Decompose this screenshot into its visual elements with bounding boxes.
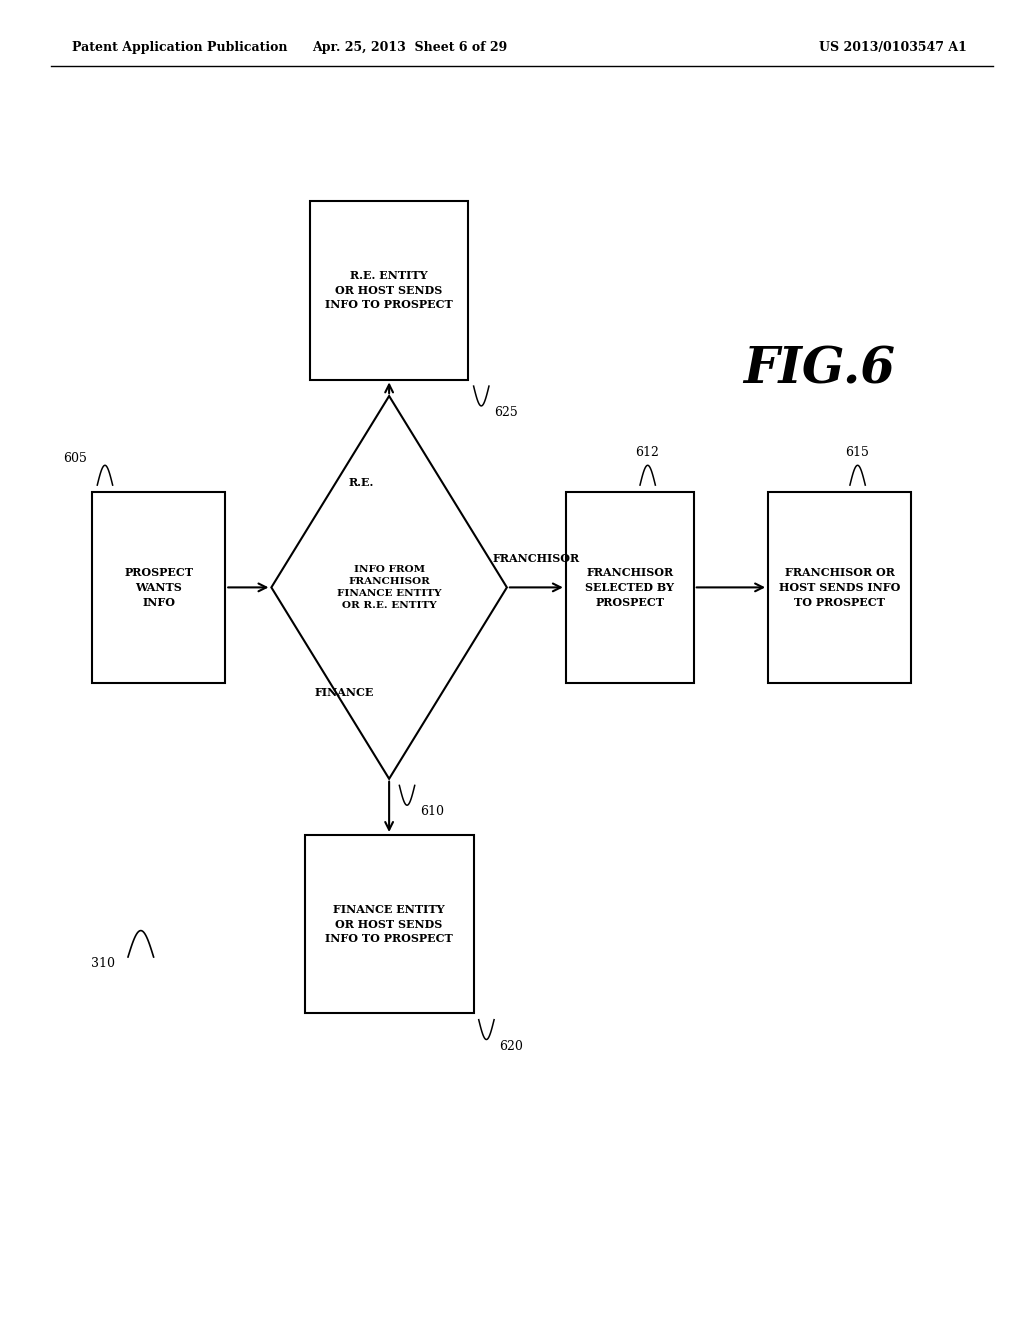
FancyBboxPatch shape <box>92 491 225 682</box>
Text: 620: 620 <box>500 1040 523 1052</box>
Text: R.E. ENTITY
OR HOST SENDS
INFO TO PROSPECT: R.E. ENTITY OR HOST SENDS INFO TO PROSPE… <box>326 271 453 310</box>
FancyBboxPatch shape <box>305 836 473 1014</box>
Text: FIG.6: FIG.6 <box>743 345 895 395</box>
Text: 615: 615 <box>845 446 868 458</box>
Text: 610: 610 <box>420 805 443 818</box>
Text: PROSPECT
WANTS
INFO: PROSPECT WANTS INFO <box>124 568 194 607</box>
Text: 612: 612 <box>635 446 658 458</box>
Text: 625: 625 <box>495 407 518 418</box>
FancyBboxPatch shape <box>768 491 911 682</box>
Text: Apr. 25, 2013  Sheet 6 of 29: Apr. 25, 2013 Sheet 6 of 29 <box>312 41 507 54</box>
Text: INFO FROM
FRANCHISOR
FINANCE ENTITY
OR R.E. ENTITY: INFO FROM FRANCHISOR FINANCE ENTITY OR R… <box>337 565 441 610</box>
Text: 310: 310 <box>91 957 115 970</box>
Text: 605: 605 <box>63 453 87 465</box>
Text: FINANCE ENTITY
OR HOST SENDS
INFO TO PROSPECT: FINANCE ENTITY OR HOST SENDS INFO TO PRO… <box>326 904 453 944</box>
Polygon shape <box>271 396 507 779</box>
Text: R.E.: R.E. <box>348 477 374 487</box>
Text: FRANCHISOR: FRANCHISOR <box>493 553 580 564</box>
FancyBboxPatch shape <box>309 201 469 380</box>
Text: Patent Application Publication: Patent Application Publication <box>72 41 287 54</box>
Text: FINANCE: FINANCE <box>314 688 374 698</box>
Text: US 2013/0103547 A1: US 2013/0103547 A1 <box>819 41 967 54</box>
FancyBboxPatch shape <box>565 491 694 682</box>
Text: FRANCHISOR OR
HOST SENDS INFO
TO PROSPECT: FRANCHISOR OR HOST SENDS INFO TO PROSPEC… <box>779 568 900 607</box>
Text: FRANCHISOR
SELECTED BY
PROSPECT: FRANCHISOR SELECTED BY PROSPECT <box>586 568 674 607</box>
